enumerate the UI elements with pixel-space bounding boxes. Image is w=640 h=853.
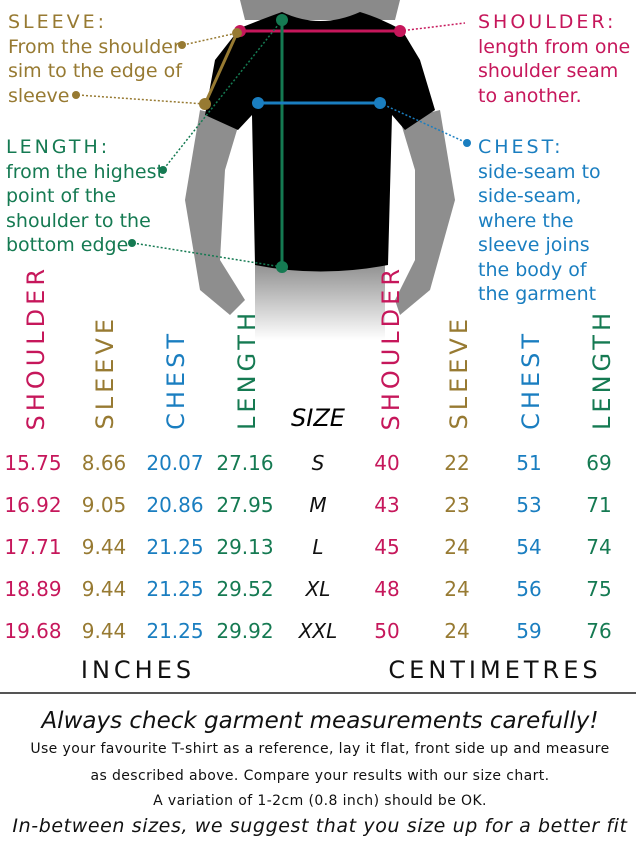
size-cell: XL <box>305 577 331 601</box>
mannequin <box>185 0 455 340</box>
shoulder-inches-cell: 19.68 <box>4 619 62 643</box>
length-inches-cell: 29.52 <box>216 577 274 601</box>
unit-centimetres: CENTIMETRES <box>388 656 602 684</box>
caption-line: bottom edge <box>6 234 129 256</box>
chest-title: CHEST: <box>478 136 564 158</box>
length-inches-cell: 29.92 <box>216 619 274 643</box>
caption-line: shoulder to the <box>6 209 151 232</box>
sleeve-inches-cell: 9.44 <box>81 619 127 643</box>
caption-line: side-seam to <box>478 160 601 183</box>
chest-cm-cell: 54 <box>516 535 542 559</box>
caption-line: sim to the edge of <box>8 60 182 82</box>
shoulder-inches-cell: 15.75 <box>4 451 62 475</box>
header-length-inches: LENGTH <box>233 309 261 430</box>
chest-cm-cell: 56 <box>516 577 542 601</box>
notes-footer: In-between sizes, we suggest that you si… <box>12 815 628 837</box>
notes-line-1: Use your favourite T-shirt as a referenc… <box>30 741 610 757</box>
sleeve-cm-cell: 24 <box>444 619 470 643</box>
chest-inches-cell: 20.07 <box>146 451 204 475</box>
caption-line: the body of <box>478 258 587 281</box>
header-shoulder-inches: SHOULDER <box>22 264 50 430</box>
shoulder-cm-cell: 50 <box>374 619 400 643</box>
header-chest-inches: CHEST <box>162 330 190 430</box>
length-cm-cell: 76 <box>586 619 612 643</box>
sleeve-cm-cell: 24 <box>444 535 470 559</box>
caption-line: From the shoulder <box>8 35 181 58</box>
chest-inches-cell: 21.25 <box>146 619 204 643</box>
unit-inches: INCHES <box>80 656 196 684</box>
chest-caption: CHEST: side-seam to side-seam, where the… <box>478 135 601 307</box>
shoulder-cm-cell: 45 <box>374 535 400 559</box>
header-chest-cm: CHEST <box>517 330 545 430</box>
sleeve-cm-cell: 22 <box>444 451 470 475</box>
length-cm-cell: 69 <box>586 451 612 475</box>
caption-line: to another. <box>478 84 582 107</box>
notes-line-2: as described above. Compare your results… <box>90 768 550 784</box>
sleeve-inches-cell: 8.66 <box>81 451 127 475</box>
shoulder-cm-cell: 48 <box>374 577 400 601</box>
sleeve-inches-cell: 9.44 <box>81 577 127 601</box>
length-caption: LENGTH: from the highest point of the sh… <box>6 135 164 258</box>
chest-inches-cell: 21.25 <box>146 535 204 559</box>
sleeve-title: SLEEVE: <box>8 11 108 33</box>
notes-line-3: A variation of 1-2cm (0.8 inch) should b… <box>153 793 487 809</box>
chest-cm-cell: 59 <box>516 619 542 643</box>
sleeve-inches-cell: 9.44 <box>81 535 127 559</box>
size-cell: L <box>312 535 324 559</box>
size-cell: S <box>311 451 325 475</box>
divider <box>0 692 636 694</box>
shoulder-inches-cell: 17.71 <box>4 535 62 559</box>
caption-line: length from one <box>478 35 631 58</box>
tshirt <box>205 12 435 272</box>
chest-inches-cell: 20.86 <box>146 493 204 517</box>
notes-heading: Always check garment measurements carefu… <box>41 708 599 734</box>
length-title: LENGTH: <box>6 136 111 158</box>
header-length-cm: LENGTH <box>588 309 616 430</box>
shoulder-title: SHOULDER: <box>478 11 617 33</box>
header-size: SIZE <box>291 404 345 432</box>
sleeve-inches-cell: 9.05 <box>81 493 127 517</box>
shoulder-cm-cell: 40 <box>374 451 400 475</box>
header-shoulder-cm: SHOULDER <box>377 264 405 430</box>
chest-cm-cell: 51 <box>516 451 542 475</box>
chest-inches-cell: 21.25 <box>146 577 204 601</box>
length-inches-cell: 27.95 <box>216 493 274 517</box>
sleeve-cm-cell: 23 <box>444 493 470 517</box>
caption-line: the garment <box>478 283 597 305</box>
size-cell: XXL <box>298 619 338 643</box>
header-sleeve-inches: SLEEVE <box>91 315 119 430</box>
chest-cm-cell: 53 <box>516 493 542 517</box>
header-sleeve-cm: SLEEVE <box>445 315 473 430</box>
length-inches-cell: 29.13 <box>216 535 274 559</box>
shoulder-caption: SHOULDER: length from one shoulder seam … <box>478 10 630 108</box>
length-cm-cell: 71 <box>586 493 612 517</box>
caption-line: shoulder seam <box>478 60 619 82</box>
shoulder-inches-cell: 16.92 <box>4 493 62 517</box>
caption-line: from the highest <box>6 160 164 183</box>
caption-line: where the <box>478 209 574 232</box>
shoulder-cm-cell: 43 <box>374 493 400 517</box>
tshirt-figure <box>72 0 471 340</box>
caption-line: sleeve joins <box>478 234 590 256</box>
length-cm-cell: 75 <box>586 577 612 601</box>
caption-line: side-seam, <box>478 185 582 207</box>
caption-line: sleeve <box>8 84 70 107</box>
length-inches-cell: 27.16 <box>216 451 274 475</box>
shoulder-inches-cell: 18.89 <box>4 577 62 601</box>
caption-line: point of the <box>6 185 117 207</box>
length-cm-cell: 74 <box>586 535 612 559</box>
size-cell: M <box>309 493 327 517</box>
sleeve-cm-cell: 24 <box>444 577 470 601</box>
sleeve-caption: SLEEVE: From the shoulder sim to the edg… <box>8 10 182 108</box>
